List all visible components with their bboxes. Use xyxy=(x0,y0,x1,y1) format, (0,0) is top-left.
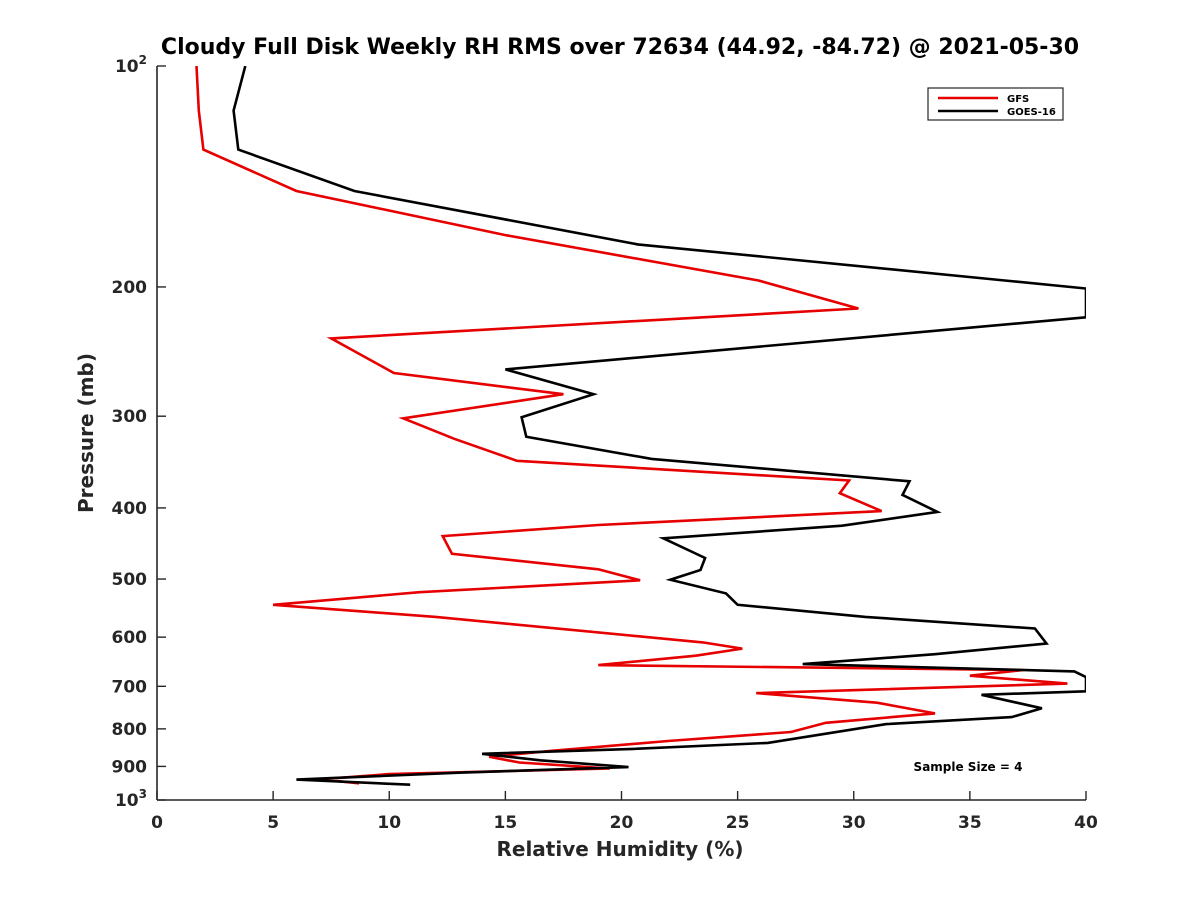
legend-box xyxy=(927,87,1064,121)
y-axis-label: Pressure (mb) xyxy=(74,353,98,513)
x-tick-label: 0 xyxy=(151,813,163,833)
y-tick-label: 400 xyxy=(112,499,148,519)
axes: 0 5 10 15 20 25 30 35 40 102 200 300 400 500 600 700 800… xyxy=(112,53,1098,833)
y-tick-label: 300 xyxy=(112,407,148,427)
series-line-gfs xyxy=(195,66,1068,785)
x-tick-label: 30 xyxy=(842,813,866,833)
series-line-goes-16 xyxy=(232,66,1086,786)
y-tick-label: 700 xyxy=(112,677,148,697)
x-tick-label: 5 xyxy=(267,813,279,833)
legend-label-goes-16: GOES-16 xyxy=(1007,107,1056,118)
y-tick-label: 600 xyxy=(112,628,148,648)
x-tick-label: 25 xyxy=(726,813,750,833)
y-tick-label: 103 xyxy=(115,787,147,811)
x-tick-label: 40 xyxy=(1074,813,1098,833)
y-tick-label: 500 xyxy=(112,570,148,590)
y-tick-label: 900 xyxy=(112,757,148,777)
x-tick-label: 10 xyxy=(377,813,401,833)
chart-title: Cloudy Full Disk Weekly RH RMS over 7263… xyxy=(161,35,1079,60)
y-tick-label: 102 xyxy=(115,53,147,77)
series-lines xyxy=(195,66,1086,786)
x-tick-label: 20 xyxy=(610,813,634,833)
x-tick-label: 15 xyxy=(494,813,518,833)
sample-size-annotation: Sample Size = 4 xyxy=(914,760,1023,774)
x-axis-label: Relative Humidity (%) xyxy=(496,837,743,861)
y-tick-label: 200 xyxy=(112,278,148,298)
legend: GFS GOES-16 xyxy=(927,87,1064,121)
x-tick-label: 35 xyxy=(958,813,982,833)
legend-label-gfs: GFS xyxy=(1007,94,1029,105)
y-tick-label: 800 xyxy=(112,720,148,740)
